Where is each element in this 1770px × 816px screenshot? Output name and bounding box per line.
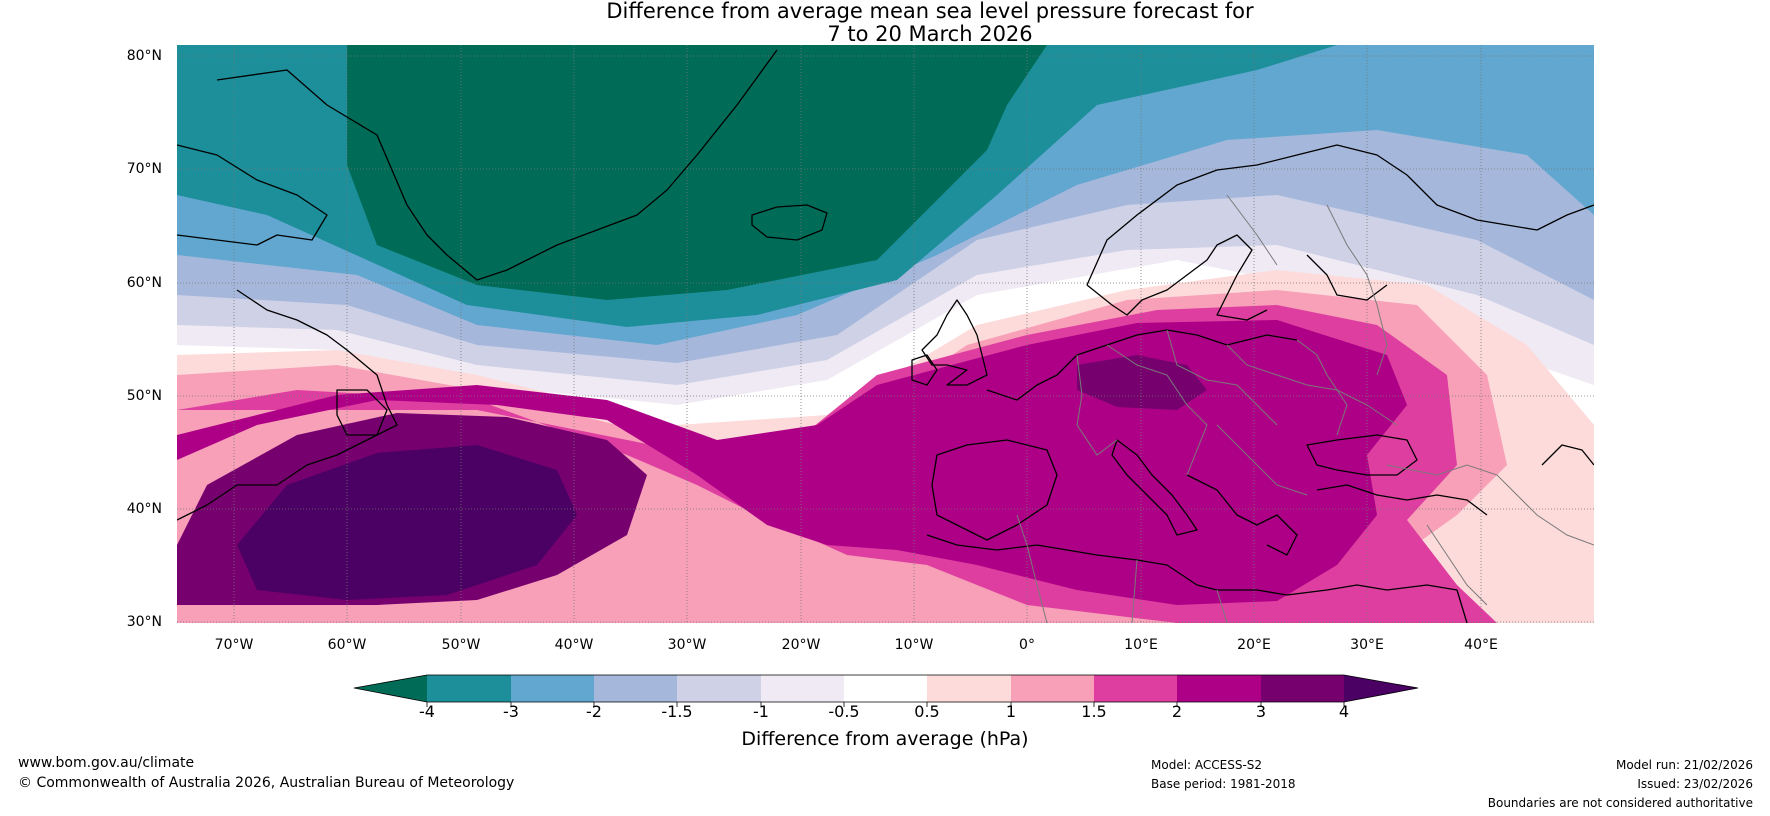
- colorbar-tick-label: -2: [586, 702, 602, 721]
- colorbar-segment-11: [1261, 675, 1344, 702]
- country-borders: [1016, 194, 1594, 623]
- colorbar-tick-label: 3: [1255, 702, 1267, 721]
- colorbar-segment-9: [1094, 675, 1177, 702]
- colorbar-tick-label: -4: [419, 702, 435, 721]
- anomaly-area-plus-4: [237, 445, 577, 600]
- issued-text: Issued: 23/02/2026: [1637, 777, 1753, 791]
- colorbar-segment-3: [594, 675, 677, 702]
- italy-coast: [1111, 439, 1198, 536]
- colorbar-tick-label: 4: [1338, 702, 1350, 721]
- scandinavia-south-coast: [1086, 234, 1268, 321]
- coastlines: [177, 49, 1594, 623]
- lon-label-60w: 60°W: [327, 637, 367, 653]
- iceland-coast: [751, 204, 828, 241]
- colorbar-segment-8: [1011, 675, 1094, 702]
- newfoundland-coast: [336, 389, 388, 436]
- colorbar-title: Difference from average (hPa): [741, 728, 1029, 750]
- anomaly-area-minus-4: [347, 45, 1047, 300]
- title-line-2: 7 to 20 March 2026: [827, 22, 1033, 46]
- lat-label-80n: 80°N: [126, 48, 162, 64]
- black-sea-coast: [1306, 434, 1418, 476]
- colorbar-segment-5: [761, 675, 844, 702]
- britain-coast: [921, 299, 988, 386]
- colorbar-segment-1: [427, 675, 511, 702]
- model-run-text: Model run: 21/02/2026: [1615, 758, 1753, 772]
- colorbar-ticks: [426, 702, 1345, 707]
- pressure-anomaly-map: [177, 45, 1594, 623]
- colorbar-tick-label: -3: [503, 702, 519, 721]
- colorbar-tick-label: 1.5: [1081, 702, 1107, 721]
- colorbar-segment-2: [511, 675, 594, 702]
- colorbar-tick-label: 0.5: [914, 702, 940, 721]
- lon-label-10e: 10°E: [1124, 637, 1158, 653]
- lat-label-30n: 30°N: [126, 614, 162, 630]
- lon-label-30w: 30°W: [667, 637, 707, 653]
- lon-label-10w: 10°W: [894, 637, 934, 653]
- colorbar-segment-6: [844, 675, 927, 702]
- baffin-coast: [177, 144, 328, 246]
- lon-label-40w: 40°W: [554, 637, 594, 653]
- lat-label-60n: 60°N: [126, 275, 162, 291]
- colorbar-tick-label: -0.5: [828, 702, 860, 721]
- lon-label-20e: 20°E: [1237, 637, 1271, 653]
- colorbar-tick-label: -1: [753, 702, 769, 721]
- lat-label-50n: 50°N: [126, 388, 162, 404]
- colorbar-tick-label: 1: [1005, 702, 1017, 721]
- colorbar-segment-0: [354, 675, 427, 702]
- boundaries-note: Boundaries are not considered authoritat…: [1487, 796, 1753, 810]
- anomaly-area-plus-3-europe: [1077, 355, 1207, 410]
- lat-label-70n: 70°N: [126, 161, 162, 177]
- title-line-1: Difference from average mean sea level p…: [606, 0, 1254, 23]
- scandinavia-coast: [1086, 144, 1594, 286]
- iberia-coast: [931, 439, 1058, 541]
- greenland-coast: [216, 49, 778, 281]
- europe-coast: [986, 329, 1298, 401]
- colorbar-segment-7: [927, 675, 1011, 702]
- labrador-coast: [177, 289, 398, 521]
- lon-label-20w: 20°W: [781, 637, 821, 653]
- map-canvas: [177, 45, 1594, 623]
- lat-label-40n: 40°N: [126, 501, 162, 517]
- colorbar-tick-label: -1.5: [661, 702, 693, 721]
- website-text: www.bom.gov.au/climate: [18, 755, 195, 771]
- turkey-coast: [1316, 484, 1488, 516]
- base-period-text: Base period: 1981-2018: [1151, 777, 1296, 791]
- lon-label-50w: 50°W: [441, 637, 481, 653]
- map-title: Difference from average mean sea level p…: [0, 0, 1770, 46]
- colorbar-segment-4: [677, 675, 761, 702]
- africa-coast: [926, 534, 1468, 623]
- colorbar-segment-12: [1344, 675, 1418, 702]
- lon-label-0: 0°: [1019, 637, 1035, 653]
- balkans-coast: [1186, 474, 1298, 556]
- model-text: Model: ACCESS-S2: [1151, 758, 1263, 772]
- ireland-coast: [911, 354, 938, 386]
- colorbar-segment-10: [1177, 675, 1261, 702]
- lon-label-30e: 30°E: [1350, 637, 1384, 653]
- lon-label-70w: 70°W: [214, 637, 254, 653]
- copyright-text: © Commonwealth of Australia 2026, Austra…: [18, 775, 515, 791]
- caspian-coast: [1541, 444, 1594, 466]
- lon-label-40e: 40°E: [1464, 637, 1498, 653]
- colorbar-tick-label: 2: [1171, 702, 1183, 721]
